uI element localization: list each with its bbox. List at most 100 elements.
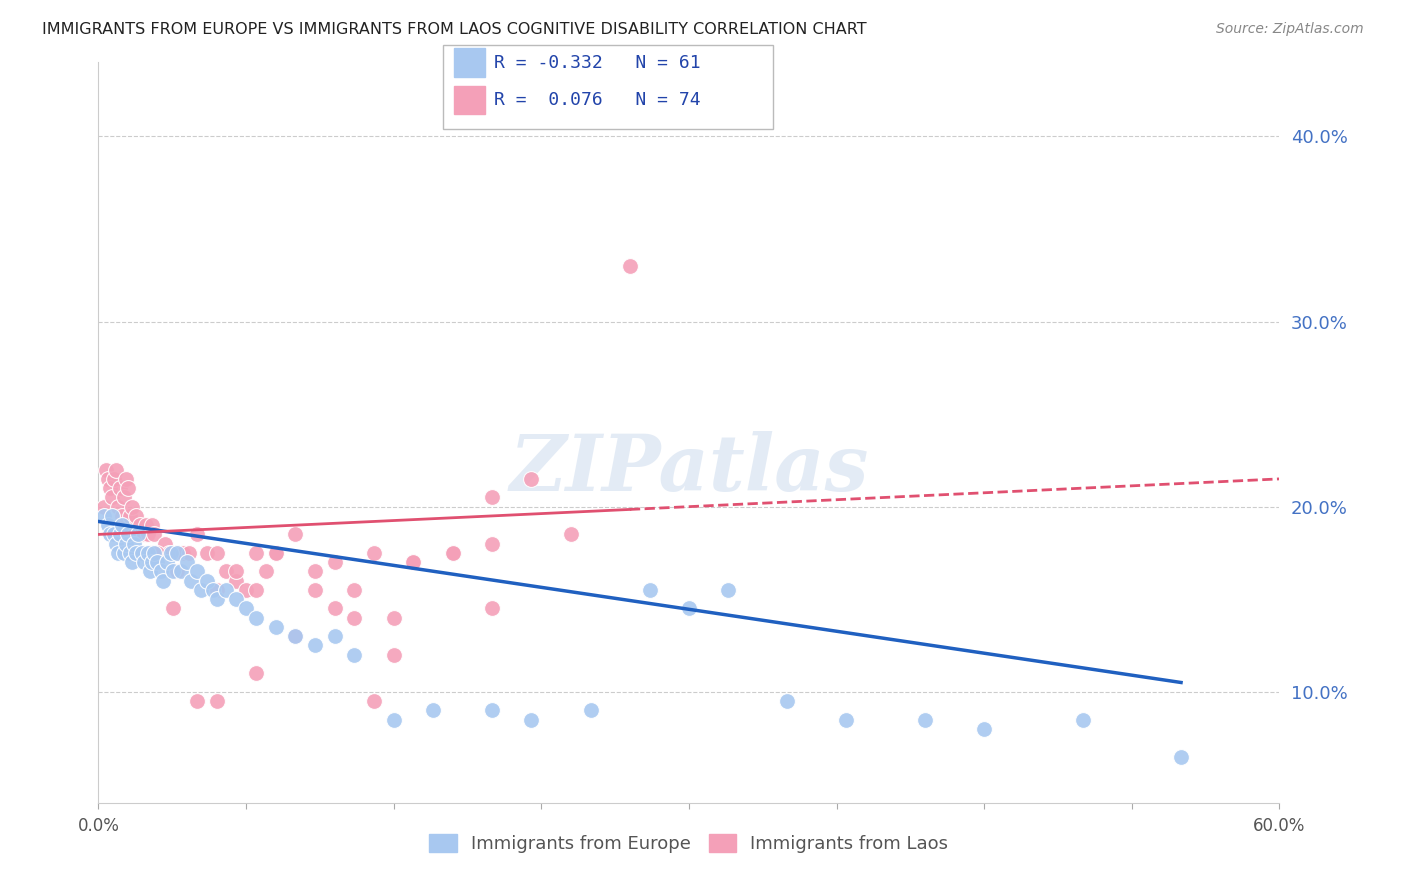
Point [122, 527, 145, 541]
Point [235, 601, 257, 615]
Point [146, 555, 169, 569]
Point [121, 555, 143, 569]
Point [914, 713, 936, 727]
Point [166, 546, 188, 560]
Point [363, 546, 385, 560]
Point [176, 555, 198, 569]
Point [172, 546, 194, 560]
Point [441, 546, 464, 560]
Point [117, 481, 139, 495]
Point [108, 481, 131, 495]
Point [284, 527, 307, 541]
Point [245, 666, 267, 681]
Point [225, 565, 247, 579]
Point [1071, 713, 1094, 727]
Point [152, 574, 174, 588]
Text: ZIPatlas: ZIPatlas [509, 432, 869, 508]
Point [97, 518, 120, 533]
Point [579, 703, 602, 717]
Point [190, 582, 212, 597]
Point [201, 582, 224, 597]
Point [103, 527, 125, 541]
Point [125, 508, 148, 523]
Point [138, 565, 160, 579]
Point [111, 508, 134, 523]
Point [186, 527, 208, 541]
Point [481, 703, 503, 717]
Point [166, 546, 188, 560]
Point [1170, 749, 1192, 764]
Point [101, 491, 124, 505]
Point [107, 546, 129, 560]
Text: IMMIGRANTS FROM EUROPE VS IMMIGRANTS FROM LAOS COGNITIVE DISABILITY CORRELATION : IMMIGRANTS FROM EUROPE VS IMMIGRANTS FRO… [42, 22, 868, 37]
Point [254, 565, 277, 579]
Point [93, 508, 115, 523]
Point [776, 694, 799, 708]
Point [111, 518, 134, 533]
Point [678, 601, 700, 615]
Point [619, 259, 641, 273]
Point [150, 565, 173, 579]
Point [98, 481, 121, 495]
Point [136, 546, 159, 560]
Point [105, 536, 128, 550]
Point [560, 527, 582, 541]
Point [141, 518, 163, 533]
Point [973, 722, 995, 736]
Point [98, 527, 121, 541]
Point [441, 546, 464, 560]
Point [156, 555, 179, 569]
Point [138, 546, 160, 560]
Point [118, 546, 141, 560]
Point [225, 592, 247, 607]
Point [481, 536, 503, 550]
Point [205, 694, 228, 708]
Point [118, 508, 141, 523]
Point [264, 546, 287, 560]
Point [166, 565, 188, 579]
Point [638, 582, 661, 597]
Point [127, 527, 149, 541]
Point [520, 713, 543, 727]
Point [343, 610, 366, 624]
Point [363, 694, 385, 708]
Point [343, 648, 366, 662]
Point [142, 546, 165, 560]
Point [422, 703, 444, 717]
Point [135, 518, 157, 533]
Point [382, 648, 405, 662]
Point [195, 546, 218, 560]
Point [382, 713, 405, 727]
Point [146, 546, 169, 560]
Point [520, 472, 543, 486]
Point [186, 565, 208, 579]
Point [382, 610, 405, 624]
Point [146, 546, 169, 560]
Point [264, 546, 287, 560]
Point [205, 546, 228, 560]
Point [205, 582, 228, 597]
Text: R =  0.076   N = 74: R = 0.076 N = 74 [494, 91, 700, 109]
Point [115, 536, 138, 550]
Point [112, 546, 135, 560]
Point [186, 694, 208, 708]
Point [304, 565, 326, 579]
Point [115, 472, 138, 486]
Point [343, 582, 366, 597]
Point [177, 546, 200, 560]
Point [245, 582, 267, 597]
Point [108, 527, 131, 541]
Point [323, 629, 346, 643]
Point [101, 508, 124, 523]
Point [304, 582, 326, 597]
Point [284, 629, 307, 643]
Point [132, 527, 155, 541]
Point [180, 574, 202, 588]
Point [96, 462, 118, 476]
Point [107, 500, 129, 514]
Point [131, 546, 153, 560]
Point [215, 565, 238, 579]
Point [245, 610, 267, 624]
Point [402, 555, 425, 569]
Point [264, 620, 287, 634]
